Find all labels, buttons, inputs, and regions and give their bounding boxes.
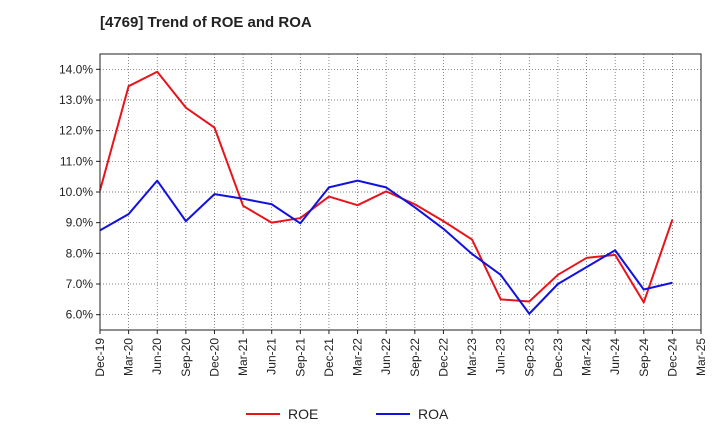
chart-title: [4769] Trend of ROE and ROA (100, 14, 312, 31)
legend-label-roe: ROE (288, 406, 318, 422)
x-tick-label: Jun-20 (150, 338, 164, 375)
y-tick-label: 7.0% (66, 277, 94, 291)
x-tick-label: Jun-24 (608, 338, 622, 375)
x-tick-label: Dec-23 (551, 338, 565, 377)
series-line-roa (99, 179, 673, 315)
x-tick-label: Dec-20 (207, 338, 221, 377)
x-tick-label: Sep-21 (293, 338, 307, 377)
x-tick-label: Jun-21 (265, 338, 279, 375)
y-tick-label: 6.0% (66, 308, 94, 322)
x-tick-label: Mar-24 (580, 338, 594, 376)
x-tick-label: Dec-21 (322, 338, 336, 377)
plot-frame (99, 53, 702, 331)
x-tick-label: Sep-22 (408, 338, 422, 377)
x-tick-label: Dec-24 (665, 338, 679, 377)
y-tick-label: 12.0% (59, 124, 93, 138)
series-line-roe (99, 70, 674, 304)
y-tick-label: 8.0% (66, 246, 94, 260)
legend: ROE ROA (246, 406, 449, 422)
x-tick-label: Sep-20 (179, 338, 193, 377)
y-tick-label: 13.0% (59, 93, 93, 107)
x-tick-label: Jun-23 (494, 338, 508, 375)
series-lines (99, 70, 674, 315)
y-tick-label: 10.0% (59, 185, 93, 199)
y-axis-ticks: 6.0% 7.0% 8.0% 9.0% 10.0% 11.0% 12.0% 13.0% 14.0… (59, 62, 100, 322)
x-tick-label: Mar-20 (122, 338, 136, 376)
x-tick-label: Jun-22 (379, 338, 393, 375)
legend-label-roa: ROA (418, 406, 449, 422)
x-axis-ticks: Dec-19 Mar-20 Jun-20 Sep-20 Dec-20 Mar-21 Jun-… (93, 330, 708, 377)
x-tick-label: Dec-22 (436, 338, 450, 377)
x-tick-label: Mar-25 (694, 338, 708, 376)
x-tick-label: Mar-21 (236, 338, 250, 376)
x-tick-label: Sep-24 (637, 338, 651, 377)
x-tick-label: Mar-23 (465, 338, 479, 376)
x-tick-label: Sep-23 (522, 338, 536, 377)
y-tick-label: 11.0% (60, 154, 93, 168)
y-tick-label: 14.0% (59, 62, 93, 76)
x-tick-label: Dec-19 (93, 338, 107, 377)
x-tick-label: Mar-22 (351, 338, 365, 376)
y-tick-label: 9.0% (66, 216, 94, 230)
